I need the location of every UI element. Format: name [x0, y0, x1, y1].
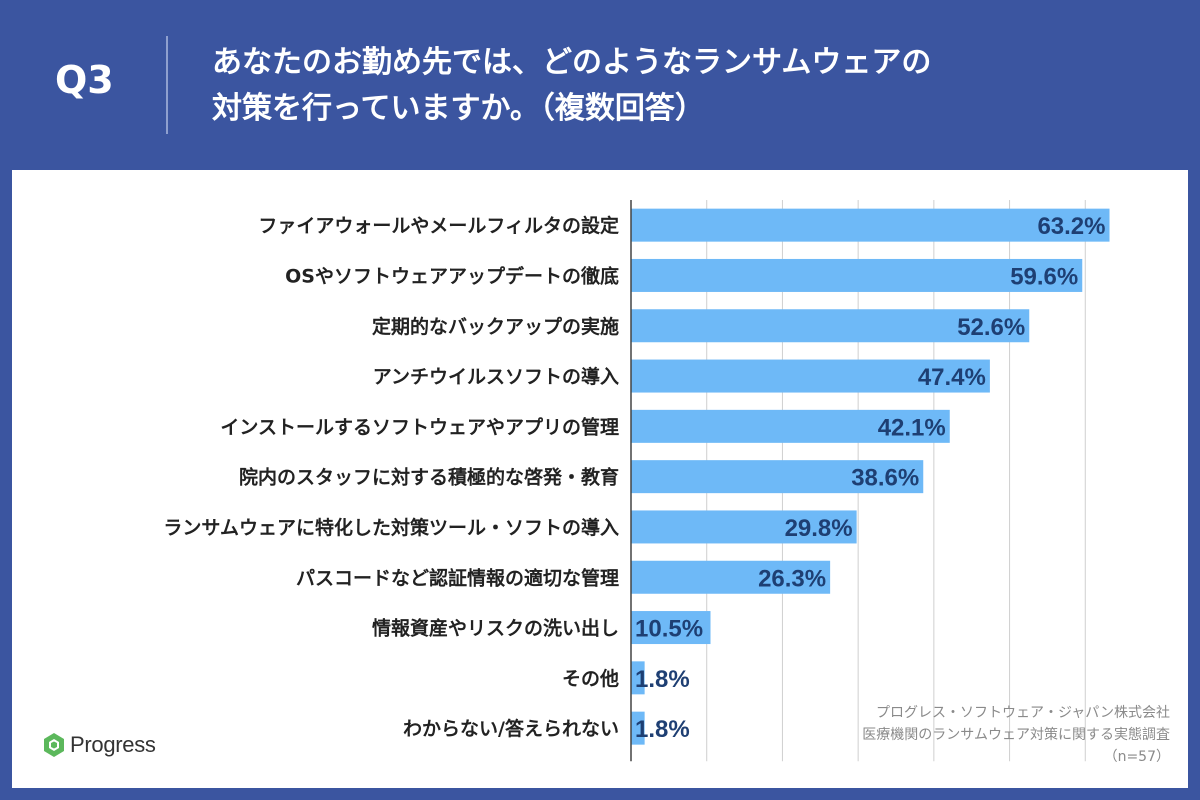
value-label: 38.6% — [851, 465, 919, 492]
bar — [631, 611, 711, 645]
category-label: OSやソフトウェアアップデートの徹底 — [285, 264, 619, 287]
category-label: ランサムウェアに特化した対策ツール・ソフトの導入 — [163, 516, 619, 539]
source-note: プログレス・ソフトウェア・ジャパン株式会社 医療機関のランサムウェア対策に関する… — [650, 702, 1170, 768]
bar — [631, 661, 645, 695]
category-label: インストールするソフトウェアやアプリの管理 — [220, 415, 619, 438]
chart-panel: ファイアウォールやメールフィルタの設定 63.2% OSやソフトウェアアップデートの… — [12, 170, 1188, 788]
value-label: 10.5% — [635, 616, 703, 643]
progress-logo-icon — [44, 733, 64, 757]
value-label: 26.3% — [758, 565, 826, 592]
question-number: Q3 — [55, 58, 114, 102]
header-divider — [166, 36, 168, 134]
question-header: Q3 あなたのお勤め先では、どのようなランサムウェアの 対策を行っていますか。（… — [0, 0, 1200, 170]
value-label: 1.8% — [635, 666, 690, 693]
category-label: 院内のスタッフに対する積極的な啓発・教育 — [239, 466, 619, 489]
source-sample-size: （n=57） — [1103, 749, 1170, 765]
bar — [631, 258, 1083, 292]
value-label: 59.6% — [1010, 263, 1078, 290]
bar — [631, 510, 857, 544]
category-label: パスコードなど認証情報の適切な管理 — [296, 566, 619, 589]
progress-logo-text: Progress — [70, 732, 156, 757]
question-title-line-1: あなたのお勤め先では、どのようなランサムウェアの — [212, 45, 932, 80]
bar — [631, 359, 990, 393]
category-label: わからない/答えられない — [403, 717, 619, 740]
value-label: 47.4% — [918, 364, 986, 391]
category-label: ファイアウォールやメールフィルタの設定 — [258, 214, 619, 237]
bar — [631, 560, 831, 594]
bar — [631, 309, 1030, 343]
category-label: 情報資産やリスクの洗い出し — [372, 617, 619, 640]
progress-logo: Progress — [42, 730, 202, 760]
category-label: 定期的なバックアップの実施 — [372, 315, 619, 338]
source-company: プログレス・ソフトウェア・ジャパン株式会社 — [876, 705, 1170, 721]
category-label: その他 — [562, 667, 619, 690]
bar — [631, 208, 1110, 242]
question-title-line-2: 対策を行っていますか。（複数回答） — [212, 91, 705, 126]
value-label: 29.8% — [785, 515, 853, 542]
value-label: 52.6% — [957, 314, 1025, 341]
bar — [631, 711, 645, 745]
bar — [631, 460, 924, 494]
value-label: 1.8% — [635, 716, 690, 743]
category-label: アンチウイルスソフトの導入 — [373, 365, 619, 388]
value-label: 42.1% — [878, 414, 946, 441]
question-title: あなたのお勤め先では、どのようなランサムウェアの 対策を行っていますか。（複数回… — [212, 40, 1152, 132]
bar-chart: ファイアウォールやメールフィルタの設定 63.2% OSやソフトウェアアップデートの… — [163, 200, 1110, 762]
value-label: 63.2% — [1037, 213, 1105, 240]
source-survey: 医療機関のランサムウェア対策に関する実態調査 — [862, 727, 1170, 743]
bar — [631, 409, 950, 443]
